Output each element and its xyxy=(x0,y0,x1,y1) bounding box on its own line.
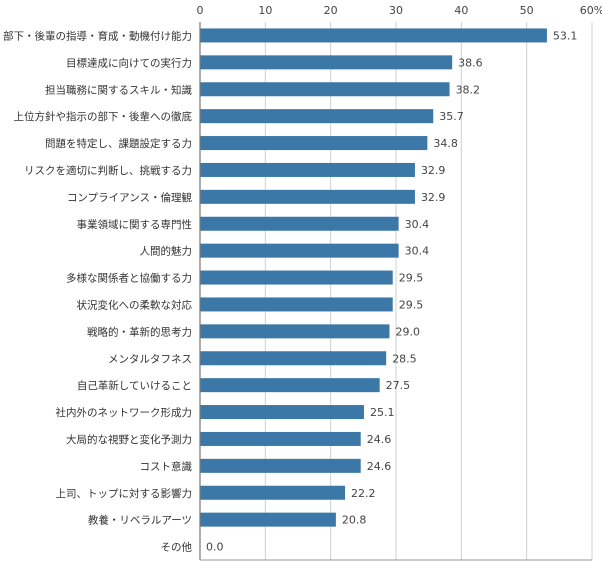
data-label: 34.8 xyxy=(433,137,458,150)
category-label: 目標達成に向けての実行力 xyxy=(66,56,192,69)
category-label: メンタルタフネス xyxy=(108,353,192,365)
data-label: 29.0 xyxy=(395,325,420,338)
bar xyxy=(200,324,390,339)
data-label: 28.5 xyxy=(392,352,417,365)
category-label: 教養・リベラルアーツ xyxy=(88,514,192,527)
bar xyxy=(200,189,415,204)
bar xyxy=(200,512,336,527)
category-label: 問題を特定し、課題設定する力 xyxy=(45,137,192,150)
bar xyxy=(200,109,434,124)
bar xyxy=(200,136,428,151)
data-label: 53.1 xyxy=(553,29,578,42)
bar xyxy=(200,28,547,43)
category-label: コンプライアンス・倫理観 xyxy=(67,191,193,204)
data-label: 29.5 xyxy=(399,272,424,285)
bar xyxy=(200,216,399,231)
data-label: 32.9 xyxy=(421,164,446,177)
data-label: 32.9 xyxy=(421,191,446,204)
data-label: 27.5 xyxy=(386,379,411,392)
category-label: その他 xyxy=(161,541,193,554)
data-label: 24.6 xyxy=(367,460,392,473)
data-label: 29.5 xyxy=(399,298,424,311)
category-label: 多様な関係者と協働する力 xyxy=(66,272,192,285)
data-label: 35.7 xyxy=(439,110,464,123)
data-label: 25.1 xyxy=(370,406,395,419)
bar xyxy=(200,243,399,258)
bar xyxy=(200,297,393,312)
category-label: 上司、トップに対する影響力 xyxy=(56,487,193,500)
bar xyxy=(200,405,364,420)
category-label: 担当職務に関するスキル・知識 xyxy=(45,83,192,96)
category-label: 状況変化への柔軟な対応 xyxy=(77,298,193,311)
category-label: コスト意識 xyxy=(140,460,193,473)
data-label: 38.6 xyxy=(458,56,483,69)
data-label: 30.4 xyxy=(405,245,430,258)
bar xyxy=(200,485,346,500)
bar xyxy=(200,270,393,285)
bar xyxy=(200,82,450,97)
data-label: 20.8 xyxy=(342,514,367,527)
x-tick-label: 40 xyxy=(454,4,468,17)
x-tick-label: 10 xyxy=(258,4,272,17)
bar xyxy=(200,55,453,70)
bar xyxy=(200,431,361,446)
bar xyxy=(200,458,361,473)
x-tick-label: 60% xyxy=(580,4,602,17)
data-label: 24.6 xyxy=(367,433,392,446)
x-tick-label: 50 xyxy=(520,4,534,17)
category-label: 上位方針や指示の部下・後輩への徹底 xyxy=(14,110,193,123)
data-label: 0.0 xyxy=(206,541,224,554)
x-tick-label: 20 xyxy=(324,4,338,17)
category-label: 社内外のネットワーク形成力 xyxy=(56,406,193,419)
bar xyxy=(200,378,380,393)
category-label: 自己革新していけること xyxy=(77,379,192,392)
category-label: 大局的な視野と変化予測力 xyxy=(66,433,192,446)
x-tick-label: 30 xyxy=(389,4,403,17)
x-tick-label: 0 xyxy=(197,4,204,17)
data-label: 30.4 xyxy=(405,218,430,231)
bar xyxy=(200,351,387,366)
bar xyxy=(200,162,415,177)
category-label: 人間的魅力 xyxy=(140,245,193,258)
category-label: リスクを適切に判断し、挑戦する力 xyxy=(24,164,192,177)
category-label: 部下・後輩の指導・育成・動機付け能力 xyxy=(3,29,192,42)
category-label: 戦略的・革新的思考力 xyxy=(87,325,192,338)
data-label: 38.2 xyxy=(456,83,481,96)
data-label: 22.2 xyxy=(351,487,376,500)
category-label: 事業領域に関する専門性 xyxy=(77,218,193,231)
